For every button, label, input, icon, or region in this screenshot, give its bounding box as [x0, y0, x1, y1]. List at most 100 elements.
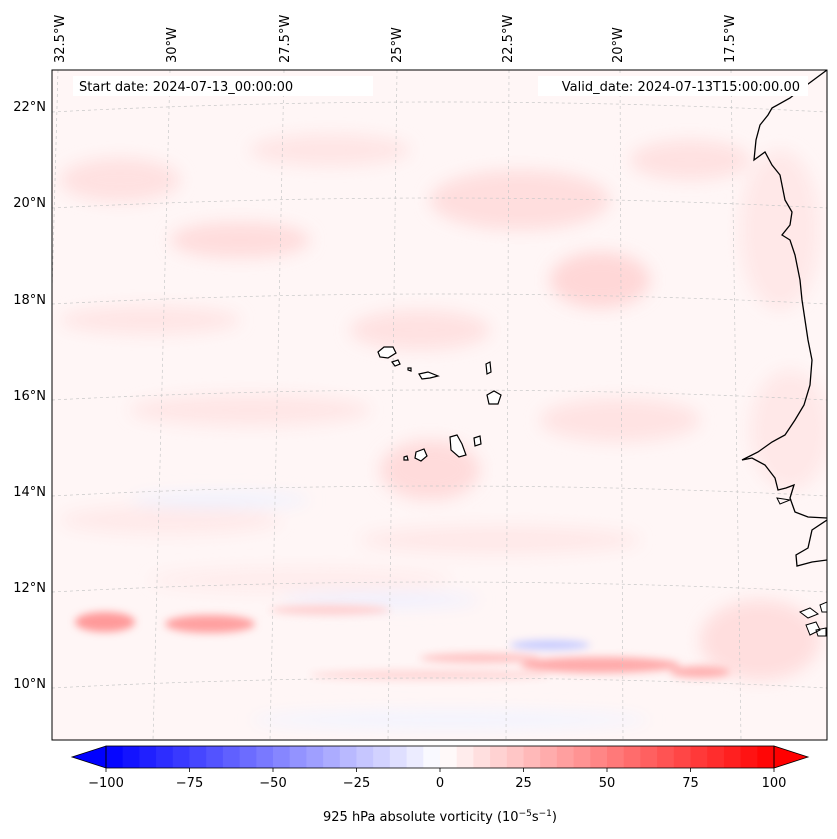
colorbar-label: 925 hPa absolute vorticity (10−5s−1)	[323, 809, 557, 825]
vorticity-blob	[60, 306, 240, 334]
vorticity-blob	[250, 710, 650, 730]
lat-label-16n: 16°N	[13, 389, 46, 404]
vorticity-band	[310, 670, 550, 680]
vorticity-blob	[350, 310, 490, 350]
colorbar-cells	[106, 746, 775, 768]
island-boa-vista	[486, 390, 502, 405]
island-sal	[485, 361, 492, 375]
island-santo-antao	[377, 346, 397, 359]
vorticity-blob	[740, 150, 820, 310]
island-brava	[403, 455, 409, 461]
start-date-label: Start date: 2024-07-13_00:00:00	[79, 80, 293, 95]
colorbar-cell	[556, 746, 574, 768]
colorbar-cell	[356, 746, 374, 768]
african-coastline	[741, 70, 827, 519]
colorbar-cell	[707, 746, 725, 768]
gambia-coast	[776, 497, 792, 505]
island-maio	[473, 435, 482, 447]
colorbar-cell	[690, 746, 708, 768]
colorbar-cell	[590, 746, 608, 768]
lat-label-20n: 20°N	[13, 196, 46, 211]
colorbar-cell	[740, 746, 758, 768]
gridlines	[52, 70, 827, 740]
colorbar-cell	[289, 746, 307, 768]
vorticity-blob	[280, 592, 480, 608]
colorbar-cell	[573, 746, 591, 768]
colorbar-tick-label: 75	[682, 776, 699, 791]
vorticity-blob	[550, 252, 650, 308]
colorbar-cell	[757, 746, 775, 768]
lon-label-17-5w: 17.5°W	[723, 15, 738, 63]
colorbar-cell	[189, 746, 207, 768]
colorbar-cell	[607, 746, 625, 768]
colorbar-cell	[106, 746, 124, 768]
vorticity-blob	[60, 158, 180, 202]
colorbar-cell	[540, 746, 558, 768]
vorticity-bands	[75, 605, 730, 680]
colorbar-ticks: −100 −75 −50 −25 0 25 50 75 100	[88, 768, 786, 791]
colorbar-tick-label: −75	[176, 776, 203, 791]
vorticity-blob	[170, 222, 310, 258]
vorticity-blob	[250, 134, 410, 166]
lon-label-32-5w: 32.5°W	[53, 15, 68, 63]
lat-label-22n: 22°N	[13, 100, 46, 115]
colorbar-tick-label: −50	[259, 776, 286, 791]
vorticity-band	[75, 612, 135, 632]
vorticity-band	[420, 653, 540, 663]
vorticity-blob	[60, 506, 280, 534]
vorticity-blob	[130, 394, 370, 426]
colorbar-cell	[456, 746, 474, 768]
colorbar-cell	[723, 746, 741, 768]
start-date-box	[73, 76, 373, 96]
colorbar-cell	[389, 746, 407, 768]
island-sao-nicolau	[418, 371, 440, 380]
vorticity-band	[670, 666, 730, 678]
colorbar-cell	[673, 746, 691, 768]
vorticity-band	[270, 605, 390, 615]
lon-label-20w: 20°W	[611, 27, 626, 63]
colorbar-cell	[440, 746, 458, 768]
colorbar-cell	[490, 746, 508, 768]
vorticity-blob	[130, 492, 310, 508]
vorticity-band	[510, 640, 590, 650]
lat-label-10n: 10°N	[13, 677, 46, 692]
colorbar-cell	[206, 746, 224, 768]
colorbar-cell	[623, 746, 641, 768]
lat-label-12n: 12°N	[13, 581, 46, 596]
colorbar-cell	[156, 746, 174, 768]
colorbar-tick-label: 100	[762, 776, 787, 791]
vorticity-blob	[700, 600, 820, 680]
vorticity-blob	[540, 398, 700, 442]
vorticity-blob	[430, 170, 610, 230]
map-panel	[52, 70, 827, 740]
island-fogo	[414, 448, 428, 462]
vorticity-field	[60, 134, 827, 730]
colorbar-cell	[373, 746, 391, 768]
colorbar-cell	[306, 746, 324, 768]
valid-date-box	[538, 76, 808, 96]
colorbar-cell	[657, 746, 675, 768]
colorbar-cell	[222, 746, 240, 768]
colorbar-tick-label: 50	[599, 776, 616, 791]
lon-label-22-5w: 22.5°W	[501, 15, 516, 63]
island-santa-luzia	[407, 367, 412, 372]
colorbar-extend-min	[70, 745, 107, 769]
longitude-labels: 32.5°W 30°W 27.5°W 25°W 22.5°W 20°W 17.5…	[53, 15, 738, 63]
vorticity-blob	[360, 526, 640, 554]
colorbar-extend-max	[773, 745, 810, 769]
colorbar-cell	[122, 746, 140, 768]
island-santiago	[449, 434, 467, 458]
colorbar-cell	[273, 746, 291, 768]
colorbar-cell	[640, 746, 658, 768]
guinea-bissau-coast	[795, 519, 827, 567]
vorticity-band	[520, 657, 680, 673]
vorticity-blob	[630, 140, 750, 180]
colorbar-cell	[523, 746, 541, 768]
colorbar-cell	[339, 746, 357, 768]
colorbar-cell	[139, 746, 157, 768]
colorbar-cell	[323, 746, 341, 768]
colorbar-tick-label: 25	[515, 776, 532, 791]
cape-verde-islands	[377, 346, 502, 462]
lon-label-30w: 30°W	[165, 27, 180, 63]
latitude-labels: 22°N 20°N 18°N 16°N 14°N 12°N 10°N	[13, 100, 46, 692]
